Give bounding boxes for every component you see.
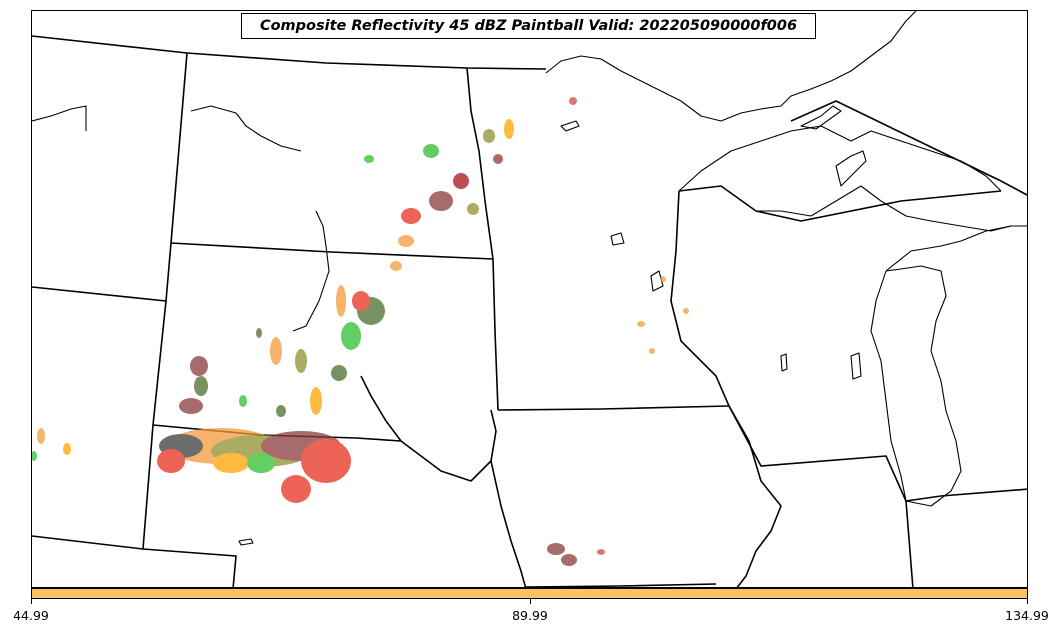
colorbar-label-mid: 89.99 [512,608,548,623]
colorbar-tick-max [1027,599,1028,604]
map-panel [31,10,1028,588]
colorbar-tick-mid [530,599,531,604]
map-title: Composite Reflectivity 45 dBZ Paintball … [241,13,816,39]
state-borders [32,35,1027,587]
colorbar [31,588,1028,599]
coastlines [32,11,1027,546]
colorbar-tick-min [31,599,32,604]
colorbar-label-max: 134.99 [1005,608,1049,623]
colorbar-label-min: 44.99 [13,608,49,623]
map-canvas [32,11,1027,587]
reflectivity-blobs [32,97,689,566]
